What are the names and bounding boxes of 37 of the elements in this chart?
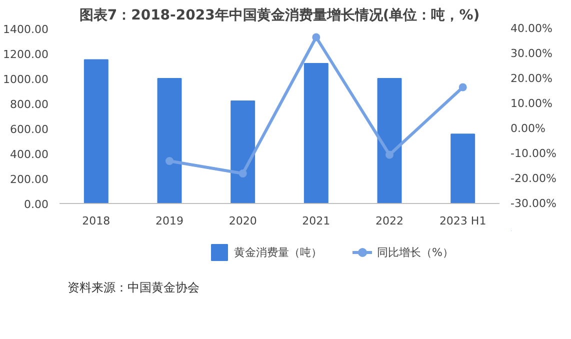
- x-tick-label: 2022: [376, 214, 404, 228]
- y2-tick-label: -30.00%: [510, 197, 556, 210]
- y2-tick-label: 20.00%: [510, 72, 552, 85]
- bar: [377, 78, 402, 204]
- bar: [450, 134, 476, 204]
- bar: [230, 100, 256, 204]
- point: [312, 33, 320, 42]
- y2-tick-label: -20.00%: [510, 172, 556, 185]
- y-tick-label: 0.00: [24, 198, 49, 211]
- x-tick-label: 2023 H1: [439, 214, 486, 228]
- y-tick-label: 1400.00: [3, 23, 49, 36]
- bar: [157, 78, 182, 204]
- y-tick-label: 800.00: [10, 98, 49, 111]
- point: [238, 170, 247, 178]
- point: [386, 150, 394, 159]
- chart-title: 图表7：2018-2023年中国黄金消费量增长情况(单位：吨，%): [79, 8, 480, 24]
- x-tick-label: 2019: [156, 214, 184, 228]
- y2-tick-label: 0.00%: [510, 122, 546, 135]
- x-tick-label: 2020: [228, 214, 257, 228]
- text: 资料来源：中国黄金协会: [68, 280, 200, 294]
- y-tick-label: 200.00: [10, 173, 49, 186]
- y2-tick-label: 30.00%: [510, 47, 552, 60]
- bar: [304, 63, 328, 204]
- y2-tick-label: 40.00%: [510, 22, 552, 35]
- y-tick-label: 400.00: [10, 148, 49, 161]
- y-tick-label: 1200.00: [3, 48, 49, 61]
- x-tick-label: 2021: [302, 214, 330, 228]
- y-tick-label: 1000.00: [3, 73, 49, 86]
- x-tick-label: 2018: [82, 214, 110, 228]
- legend-label: 同比增长（%）: [377, 244, 454, 260]
- legend-label: 黄金消费量（吨）: [234, 244, 322, 260]
- y2-tick-label: 10.00%: [510, 97, 552, 110]
- point: [458, 83, 467, 92]
- point: [166, 157, 174, 165]
- y-tick-label: 600.00: [10, 123, 49, 136]
- y2-tick-label: -10.00%: [510, 147, 556, 160]
- bar: [84, 59, 108, 204]
